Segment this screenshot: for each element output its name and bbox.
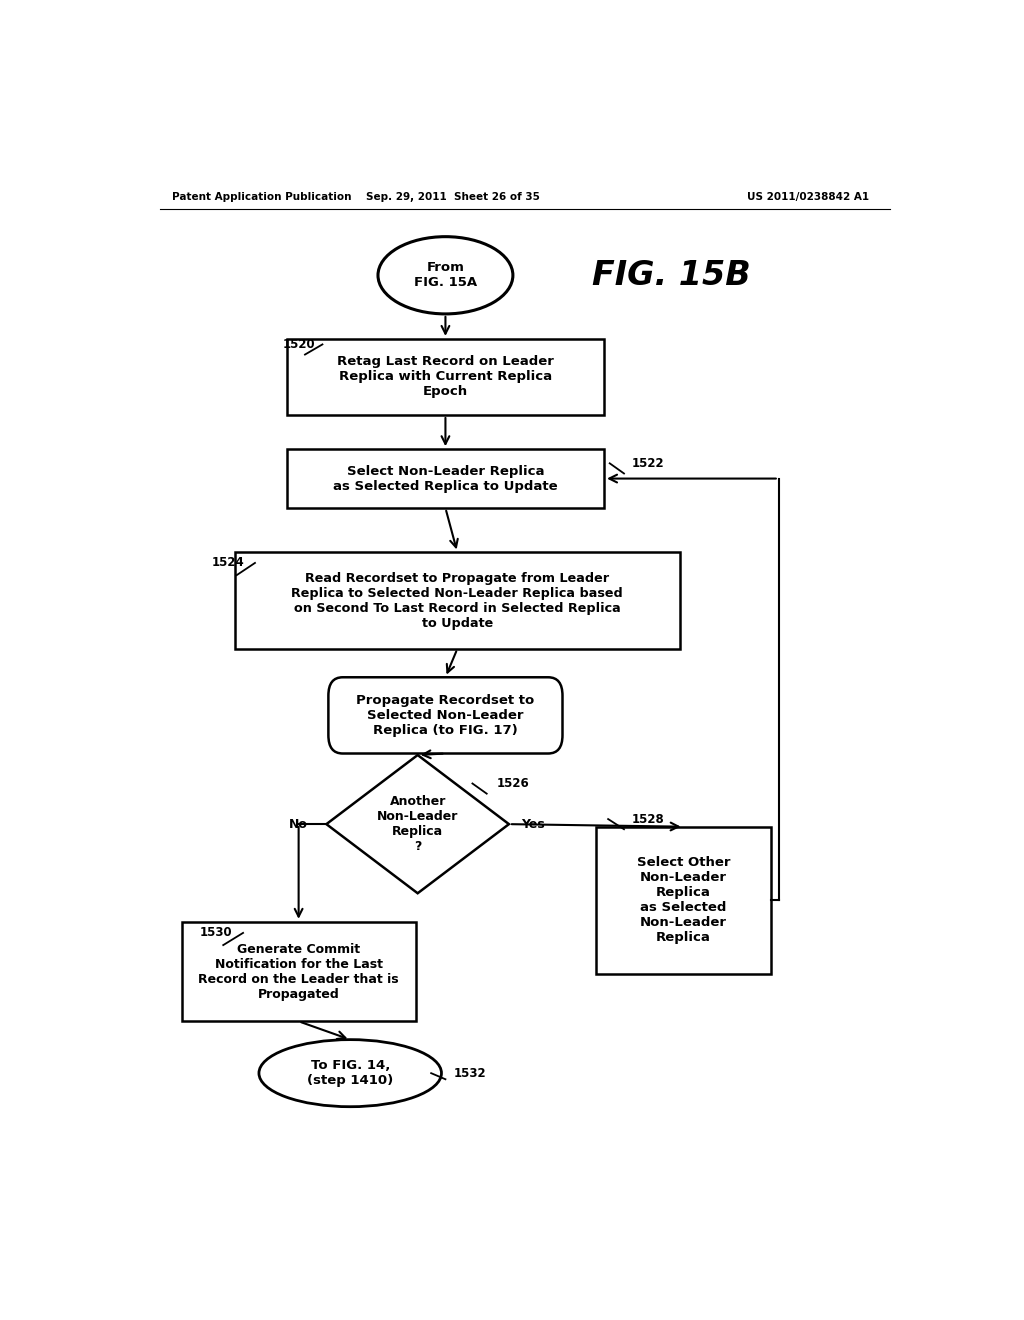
- Bar: [287, 449, 604, 508]
- Text: 1522: 1522: [632, 457, 665, 470]
- Text: Select Other
Non-Leader
Replica
as Selected
Non-Leader
Replica: Select Other Non-Leader Replica as Selec…: [637, 857, 730, 944]
- Text: 1528: 1528: [632, 813, 665, 825]
- Ellipse shape: [378, 236, 513, 314]
- Text: 1520: 1520: [283, 338, 315, 351]
- Text: 1530: 1530: [200, 927, 232, 940]
- Text: Read Recordset to Propagate from Leader
Replica to Selected Non-Leader Replica b: Read Recordset to Propagate from Leader …: [292, 572, 624, 630]
- Text: Select Non-Leader Replica
as Selected Replica to Update: Select Non-Leader Replica as Selected Re…: [333, 465, 558, 492]
- Text: Another
Non-Leader
Replica
?: Another Non-Leader Replica ?: [377, 795, 459, 853]
- Text: US 2011/0238842 A1: US 2011/0238842 A1: [748, 191, 869, 202]
- Text: Propagate Recordset to
Selected Non-Leader
Replica (to FIG. 17): Propagate Recordset to Selected Non-Lead…: [356, 694, 535, 737]
- Text: 1524: 1524: [211, 557, 244, 569]
- Bar: [236, 552, 680, 649]
- Bar: [181, 921, 416, 1022]
- Text: Retag Last Record on Leader
Replica with Current Replica
Epoch: Retag Last Record on Leader Replica with…: [337, 355, 554, 399]
- Text: No: No: [289, 817, 308, 830]
- Bar: [596, 826, 771, 974]
- FancyBboxPatch shape: [329, 677, 562, 754]
- Text: Generate Commit
Notification for the Last
Record on the Leader that is
Propagate: Generate Commit Notification for the Las…: [199, 942, 399, 1001]
- Text: 1526: 1526: [497, 777, 529, 789]
- Text: Patent Application Publication: Patent Application Publication: [172, 191, 351, 202]
- Text: Yes: Yes: [521, 817, 545, 830]
- Bar: [287, 339, 604, 414]
- Text: From
FIG. 15A: From FIG. 15A: [414, 261, 477, 289]
- Text: Sep. 29, 2011  Sheet 26 of 35: Sep. 29, 2011 Sheet 26 of 35: [367, 191, 541, 202]
- Text: To FIG. 14,
(step 1410): To FIG. 14, (step 1410): [307, 1059, 393, 1088]
- Polygon shape: [327, 755, 509, 894]
- Ellipse shape: [259, 1040, 441, 1106]
- Text: 1532: 1532: [454, 1067, 486, 1080]
- Text: FIG. 15B: FIG. 15B: [592, 259, 751, 292]
